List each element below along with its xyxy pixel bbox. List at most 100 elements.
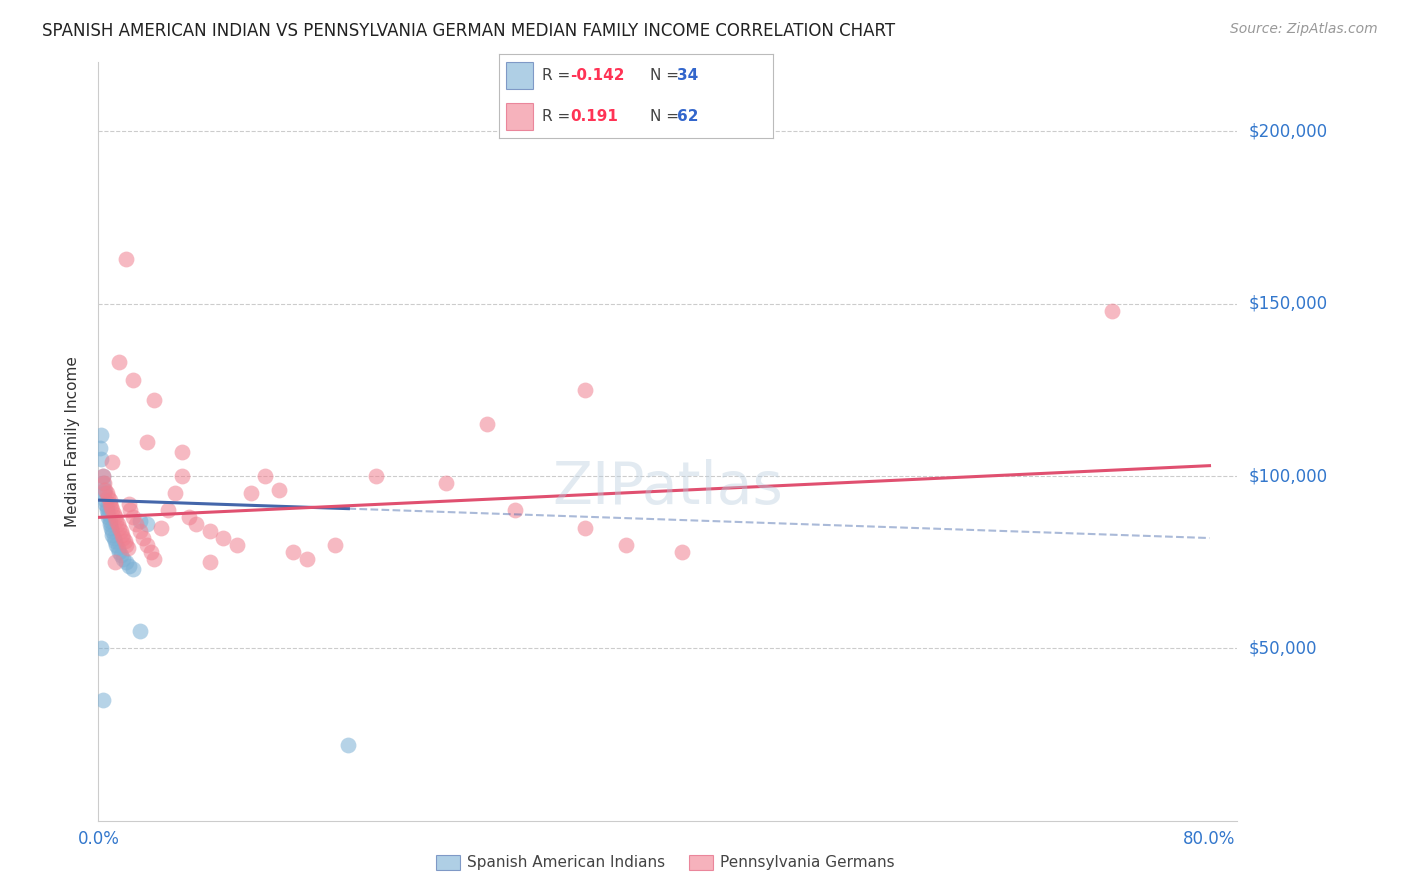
Point bbox=[129, 624, 152, 639]
Point bbox=[120, 503, 142, 517]
Text: -0.142: -0.142 bbox=[571, 68, 624, 83]
Point bbox=[337, 738, 360, 752]
Point bbox=[110, 548, 132, 563]
Point bbox=[671, 545, 693, 559]
Point bbox=[226, 538, 249, 552]
Point bbox=[90, 641, 112, 656]
Text: $200,000: $200,000 bbox=[1249, 122, 1327, 140]
Point bbox=[97, 507, 120, 521]
Text: Source: ZipAtlas.com: Source: ZipAtlas.com bbox=[1230, 22, 1378, 37]
Point bbox=[105, 514, 128, 528]
Point bbox=[110, 524, 132, 538]
Point bbox=[89, 442, 111, 456]
Point bbox=[177, 510, 200, 524]
Point bbox=[366, 469, 388, 483]
Point bbox=[129, 514, 152, 528]
Point bbox=[101, 455, 124, 469]
Point bbox=[240, 486, 263, 500]
Point bbox=[98, 493, 121, 508]
Point bbox=[122, 562, 145, 576]
Point bbox=[94, 483, 117, 497]
Point bbox=[93, 475, 115, 490]
Point bbox=[97, 510, 120, 524]
Text: $150,000: $150,000 bbox=[1249, 294, 1327, 313]
Text: N =: N = bbox=[650, 109, 683, 124]
Point bbox=[1101, 303, 1123, 318]
Point bbox=[122, 372, 145, 386]
Text: 34: 34 bbox=[678, 68, 699, 83]
Text: ZIPatlas: ZIPatlas bbox=[553, 458, 783, 516]
Point bbox=[136, 517, 159, 532]
Point bbox=[184, 517, 207, 532]
Point bbox=[143, 551, 166, 566]
Point bbox=[132, 531, 155, 545]
Point bbox=[100, 500, 122, 514]
Point bbox=[143, 393, 166, 408]
Point bbox=[163, 486, 186, 500]
Point bbox=[295, 551, 318, 566]
Point bbox=[323, 538, 346, 552]
Point bbox=[198, 524, 221, 538]
Text: $100,000: $100,000 bbox=[1249, 467, 1327, 485]
Point bbox=[574, 521, 596, 535]
Point bbox=[118, 497, 141, 511]
Point bbox=[212, 531, 235, 545]
Point bbox=[98, 514, 121, 528]
Point bbox=[115, 252, 138, 266]
Point bbox=[267, 483, 290, 497]
Point bbox=[96, 500, 118, 514]
Point bbox=[100, 521, 122, 535]
Point bbox=[125, 517, 148, 532]
Point bbox=[105, 538, 128, 552]
Text: $50,000: $50,000 bbox=[1249, 640, 1317, 657]
Point bbox=[281, 545, 304, 559]
Point bbox=[108, 545, 131, 559]
Point bbox=[90, 451, 112, 466]
Point bbox=[136, 434, 159, 449]
Point bbox=[156, 503, 179, 517]
Point bbox=[101, 527, 124, 541]
Point bbox=[103, 507, 125, 521]
Point bbox=[104, 555, 127, 569]
Point bbox=[94, 497, 117, 511]
Point bbox=[477, 417, 499, 432]
Text: 62: 62 bbox=[678, 109, 699, 124]
Point bbox=[141, 545, 163, 559]
Point bbox=[503, 503, 526, 517]
Point bbox=[108, 355, 131, 369]
Point bbox=[129, 524, 152, 538]
Point bbox=[90, 427, 112, 442]
Point bbox=[93, 483, 115, 497]
Point bbox=[103, 531, 125, 545]
Point bbox=[112, 551, 135, 566]
Point bbox=[96, 486, 118, 500]
Point bbox=[104, 510, 127, 524]
Point bbox=[115, 538, 138, 552]
Bar bbox=[506, 103, 533, 130]
Point bbox=[96, 503, 118, 517]
Point bbox=[108, 521, 131, 535]
Point bbox=[149, 521, 172, 535]
Text: Pennsylvania Germans: Pennsylvania Germans bbox=[720, 855, 894, 870]
Point bbox=[91, 693, 114, 707]
Point bbox=[118, 558, 141, 573]
Point bbox=[91, 475, 114, 490]
Point bbox=[434, 475, 457, 490]
Text: Spanish American Indians: Spanish American Indians bbox=[467, 855, 665, 870]
Point bbox=[101, 524, 124, 538]
Point bbox=[114, 534, 136, 549]
Point bbox=[91, 469, 114, 483]
Point bbox=[104, 534, 127, 549]
Point bbox=[98, 517, 121, 532]
Point bbox=[170, 445, 193, 459]
Text: 0.191: 0.191 bbox=[571, 109, 619, 124]
Point bbox=[97, 490, 120, 504]
Point bbox=[254, 469, 277, 483]
Point bbox=[115, 555, 138, 569]
Point bbox=[117, 541, 139, 556]
Point bbox=[170, 469, 193, 483]
Point bbox=[107, 541, 129, 556]
Y-axis label: Median Family Income: Median Family Income bbox=[65, 356, 80, 527]
Point bbox=[93, 486, 115, 500]
Bar bbox=[506, 62, 533, 89]
